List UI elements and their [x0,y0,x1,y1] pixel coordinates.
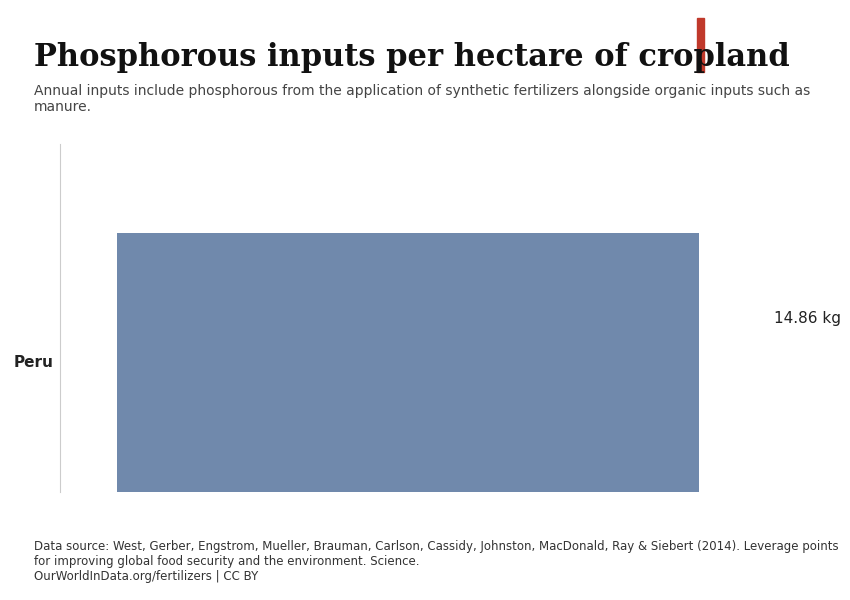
Text: Peru: Peru [14,355,54,370]
Text: Phosphorous inputs per hectare of cropland: Phosphorous inputs per hectare of cropla… [34,42,790,73]
Bar [116,233,700,492]
Text: OurWorldInData.org/fertilizers | CC BY: OurWorldInData.org/fertilizers | CC BY [34,570,258,583]
Text: Our World
in Data: Our World in Data [733,34,792,56]
Text: Data source: West, Gerber, Engstrom, Mueller, Brauman, Carlson, Cassidy, Johnsto: Data source: West, Gerber, Engstrom, Mue… [34,540,839,568]
Bar [697,18,704,72]
Text: 14.86 kg: 14.86 kg [774,311,841,325]
Text: Annual inputs include phosphorous from the application of synthetic fertilizers : Annual inputs include phosphorous from t… [34,84,810,114]
